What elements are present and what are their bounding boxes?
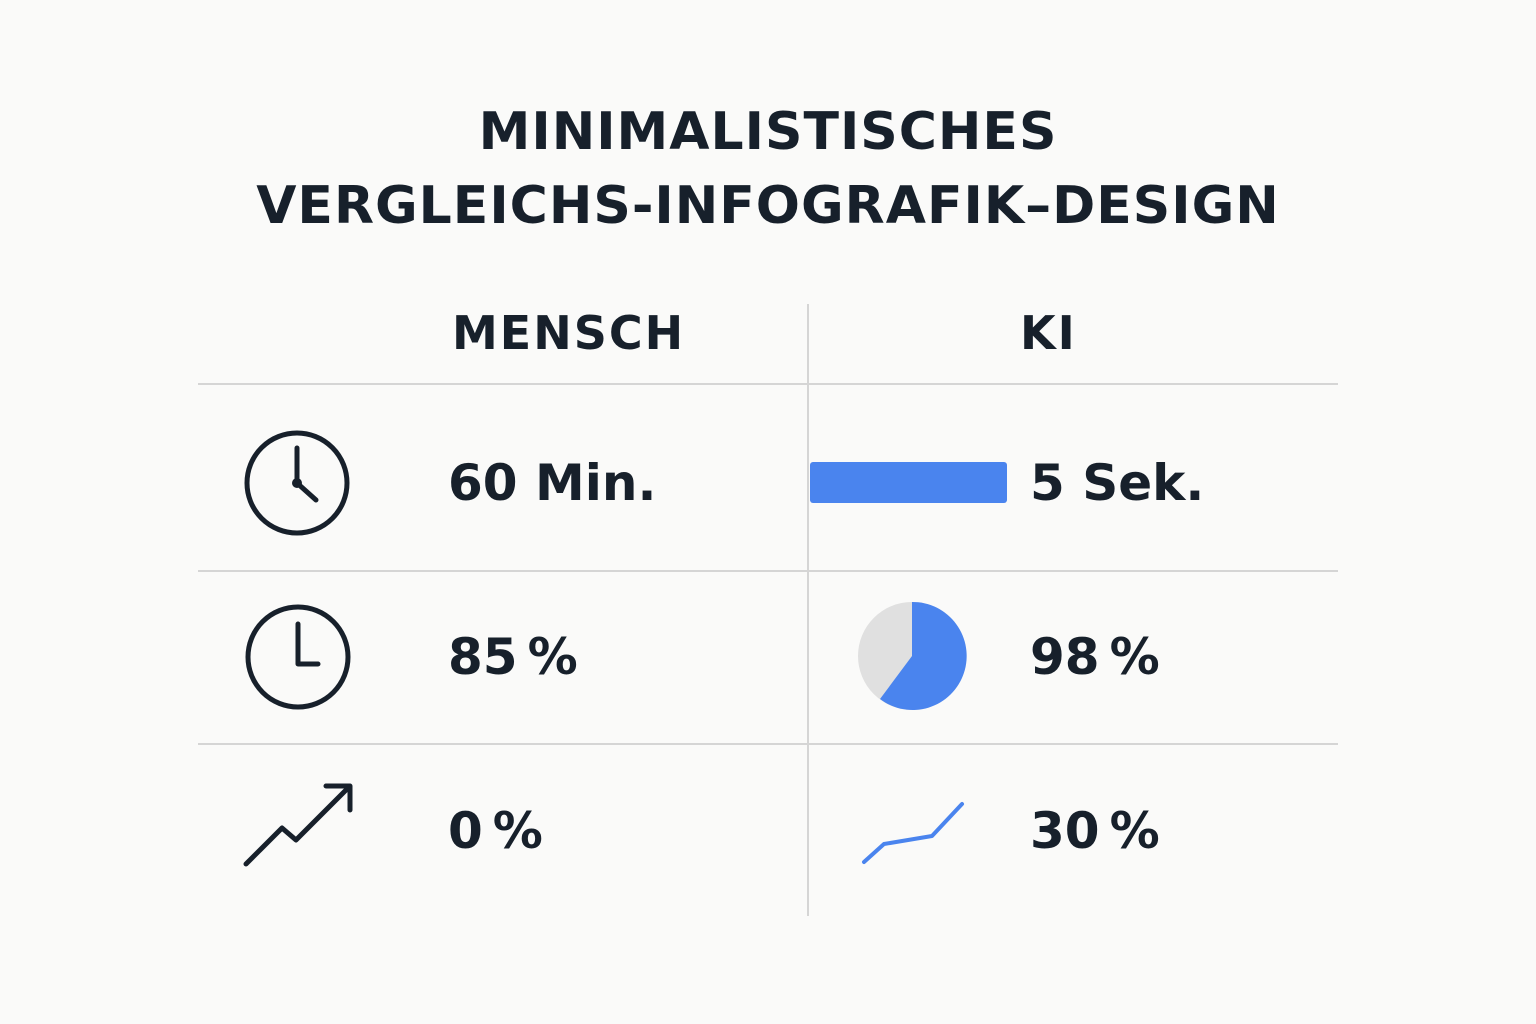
ki-value: 30 %: [1030, 802, 1160, 860]
ki-value: 5 Sek.: [1030, 454, 1205, 512]
pie-icon: [858, 601, 967, 710]
line-chart-icon: [862, 802, 964, 864]
row-divider-2: [198, 743, 1338, 745]
column-divider: [807, 304, 809, 916]
title-line-1: MINIMALISTISCHES: [478, 102, 1058, 162]
mensch-value: 85 %: [448, 628, 578, 686]
trend-up-arrow-icon: [243, 783, 353, 867]
row-divider-1: [198, 570, 1338, 572]
clock-icon: [245, 604, 351, 710]
ki-value: 98 %: [1030, 628, 1160, 686]
clock-icon: [244, 430, 350, 536]
header-divider: [198, 383, 1338, 385]
mensch-value: 0 %: [448, 802, 543, 860]
progress-bar: [810, 462, 1007, 503]
column-header-mensch: MENSCH: [452, 306, 686, 360]
mensch-value: 60 Min.: [448, 454, 657, 512]
column-header-ki: KI: [1020, 306, 1077, 360]
title-line-2: VERGLEICHS-INFOGRAFIK–DESIGN: [256, 176, 1280, 236]
